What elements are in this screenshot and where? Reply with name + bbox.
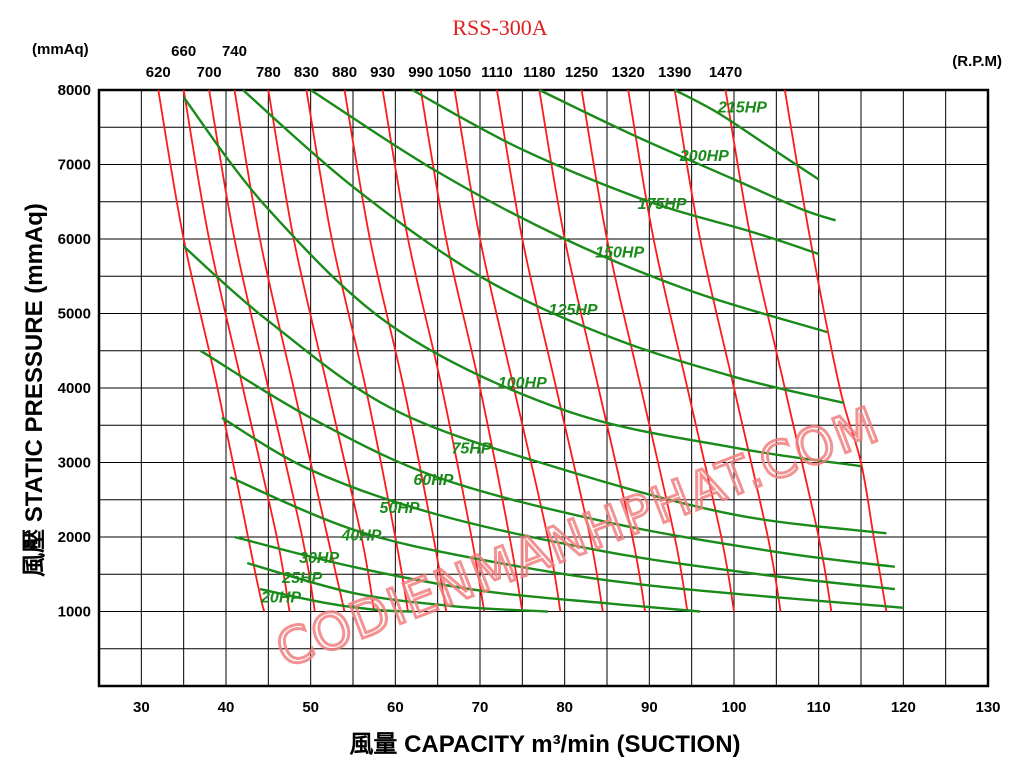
rpm-label: 780	[256, 64, 281, 81]
x-tick-label: 90	[641, 699, 658, 716]
x-axis-title: 風量 CAPACITY m³/min (SUCTION)	[349, 731, 740, 758]
x-tick-label: 80	[556, 699, 573, 716]
rpm-curve	[267, 89, 376, 612]
hp-curve	[310, 88, 828, 334]
rpm-label: 660	[171, 43, 196, 60]
y-tick-label: 2000	[58, 529, 91, 546]
rpm-unit-label: (R.P.M)	[952, 53, 1002, 70]
x-tick-label: 30	[133, 699, 150, 716]
rpm-curve	[453, 89, 562, 612]
rpm-label: 1110	[481, 64, 513, 81]
hp-label: 200HP	[679, 148, 729, 165]
hp-label: 75HP	[452, 441, 492, 458]
rpm-curve	[538, 89, 646, 612]
rpm-curve	[381, 89, 486, 612]
hp-curve	[246, 561, 548, 613]
hp-label: 215HP	[717, 99, 767, 116]
y-tick-label: 6000	[58, 231, 91, 248]
x-tick-label: 60	[387, 699, 404, 716]
hp-curve	[182, 96, 862, 468]
hp-curve	[674, 88, 820, 181]
x-tick-label: 130	[975, 699, 1000, 716]
rpm-curve	[496, 89, 604, 612]
x-tick-labels: 30 40 50 60 70 80 90 100 110 120 130	[133, 699, 1001, 716]
rpm-label: 930	[370, 64, 395, 81]
rpm-label: 830	[294, 64, 319, 81]
hp-label: 25HP	[281, 570, 322, 587]
rpm-label: 1470	[709, 64, 742, 81]
plot-frame	[97, 88, 990, 688]
hp-curves	[182, 88, 904, 613]
rpm-label: 1320	[611, 64, 644, 81]
rpm-curve	[627, 89, 735, 612]
rpm-curve	[233, 89, 346, 612]
x-tick-label: 70	[472, 699, 489, 716]
hp-curve	[242, 89, 845, 405]
x-tick-label: 40	[218, 699, 235, 716]
y-tick-label: 1000	[58, 604, 91, 621]
hp-curve	[221, 416, 896, 591]
x-tick-label: 100	[721, 699, 746, 716]
rpm-curve	[157, 89, 265, 612]
rpm-label: 700	[197, 64, 222, 81]
x-tick-label: 120	[891, 699, 916, 716]
hp-label: 40HP	[340, 528, 381, 545]
rpm-label: 1390	[658, 64, 691, 81]
hp-curve	[182, 245, 887, 535]
rpm-label: 1250	[565, 64, 598, 81]
y-tick-labels: 1000 2000 3000 4000 5000 6000 7000 8000	[58, 82, 91, 621]
hp-label: 60HP	[413, 472, 453, 489]
y-tick-label: 3000	[58, 455, 91, 472]
rpm-label: 990	[408, 64, 433, 81]
rpm-curve	[419, 89, 524, 612]
chart-title: RSS-300A	[452, 15, 547, 40]
y-axis-title: 風壓 STATIC PRESSURE (mmAq)	[21, 203, 48, 577]
rpm-label: 740	[222, 43, 247, 60]
hp-curve	[411, 88, 820, 256]
hp-label: 50HP	[380, 500, 420, 517]
chart-grid	[97, 88, 990, 688]
rpm-curve	[580, 89, 689, 612]
y-unit-label: (mmAq)	[32, 41, 89, 58]
rpm-label: 620	[146, 64, 171, 81]
hp-curve	[229, 476, 904, 609]
y-tick-label: 4000	[58, 380, 91, 397]
y-tick-label: 5000	[58, 306, 91, 323]
y-tick-label: 8000	[58, 82, 91, 99]
x-tick-label: 50	[302, 699, 319, 716]
rpm-curve	[724, 89, 833, 612]
hp-label: 100HP	[498, 375, 547, 392]
y-tick-label: 7000	[58, 157, 91, 174]
hp-label: 30HP	[299, 550, 339, 567]
hp-curve	[234, 535, 701, 613]
rpm-label: 1050	[438, 64, 471, 81]
hp-curve	[538, 88, 836, 222]
hp-label: 20HP	[260, 590, 301, 607]
rpm-label: 880	[332, 64, 357, 81]
hp-label: 125HP	[549, 302, 598, 319]
hp-label: 175HP	[638, 196, 687, 213]
rpm-curve	[208, 89, 316, 612]
hp-curve	[199, 349, 896, 568]
x-tick-label: 110	[807, 699, 831, 716]
rpm-curve	[305, 89, 409, 612]
hp-curve	[259, 587, 413, 613]
rpm-curve	[343, 89, 447, 612]
hp-label: 150HP	[595, 245, 644, 262]
rpm-curve	[783, 89, 888, 612]
rpm-label: 1180	[523, 64, 556, 81]
